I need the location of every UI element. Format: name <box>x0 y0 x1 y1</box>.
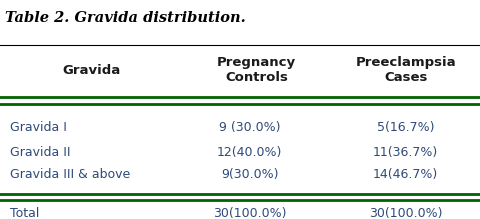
Text: Gravida II: Gravida II <box>10 146 70 159</box>
Text: Gravida III & above: Gravida III & above <box>10 168 130 181</box>
Text: 12(40.0%): 12(40.0%) <box>217 146 282 159</box>
Text: 30(100.0%): 30(100.0%) <box>213 207 287 219</box>
Text: 5(16.7%): 5(16.7%) <box>377 120 434 134</box>
Text: 14(46.7%): 14(46.7%) <box>373 168 438 181</box>
Text: Preeclampsia
Cases: Preeclampsia Cases <box>355 56 456 84</box>
Text: Total: Total <box>10 207 39 219</box>
Text: 9(30.0%): 9(30.0%) <box>221 168 278 181</box>
Text: Gravida I: Gravida I <box>10 120 66 134</box>
Text: 9 (30.0%): 9 (30.0%) <box>219 120 280 134</box>
Text: Gravida: Gravida <box>62 64 120 77</box>
Text: Pregnancy
Controls: Pregnancy Controls <box>217 56 296 84</box>
Text: Table 2. Gravida distribution.: Table 2. Gravida distribution. <box>5 11 246 25</box>
Text: 11(36.7%): 11(36.7%) <box>373 146 438 159</box>
Text: 30(100.0%): 30(100.0%) <box>369 207 443 219</box>
